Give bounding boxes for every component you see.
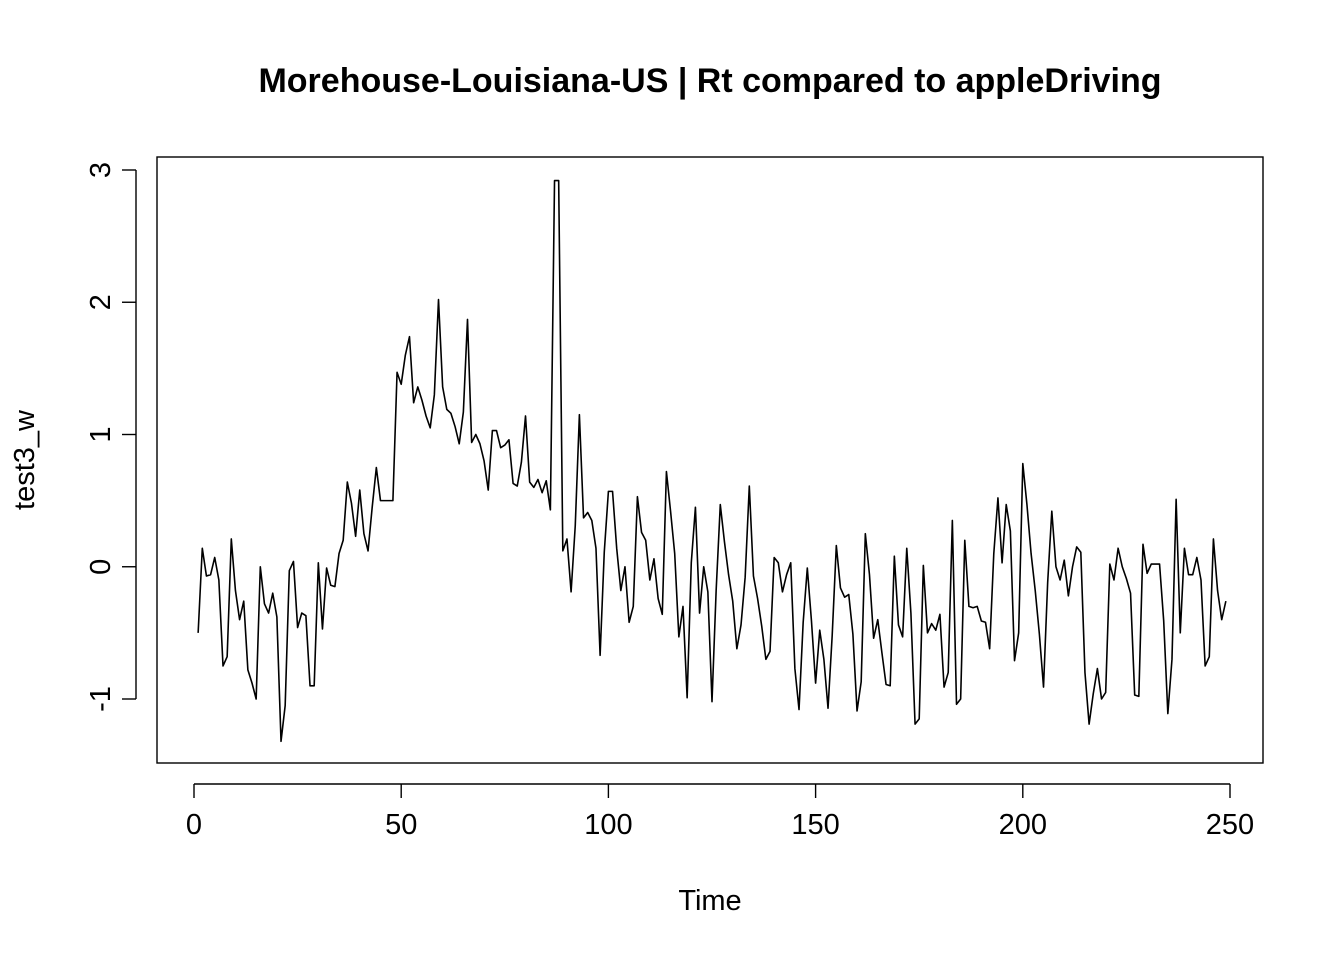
chart-title: Morehouse-Louisiana-US | Rt compared to … xyxy=(258,62,1161,100)
x-tick-label: 50 xyxy=(385,809,417,841)
y-tick-label: 2 xyxy=(85,294,117,310)
y-tick-label: 1 xyxy=(85,426,117,442)
plot-area-frame xyxy=(156,156,1264,764)
series-group xyxy=(197,179,1227,743)
y-tick-label: -1 xyxy=(85,686,117,712)
x-tick-label: 100 xyxy=(584,809,632,841)
x-tick-label: 200 xyxy=(999,809,1047,841)
y-axis-label: test3_w xyxy=(9,409,41,510)
x-tick-label: 150 xyxy=(791,809,839,841)
x-tick-label: 250 xyxy=(1206,809,1254,841)
series-line xyxy=(197,179,1227,743)
y-tick-label: 0 xyxy=(85,559,117,575)
x-axis-label: Time xyxy=(678,885,741,917)
x-tick-label: 0 xyxy=(186,809,202,841)
x-axis: 0 50 100 150 200 250 xyxy=(186,783,1254,841)
y-tick-label: 3 xyxy=(85,162,117,178)
y-axis: -1 0 1 2 3 xyxy=(85,162,137,712)
